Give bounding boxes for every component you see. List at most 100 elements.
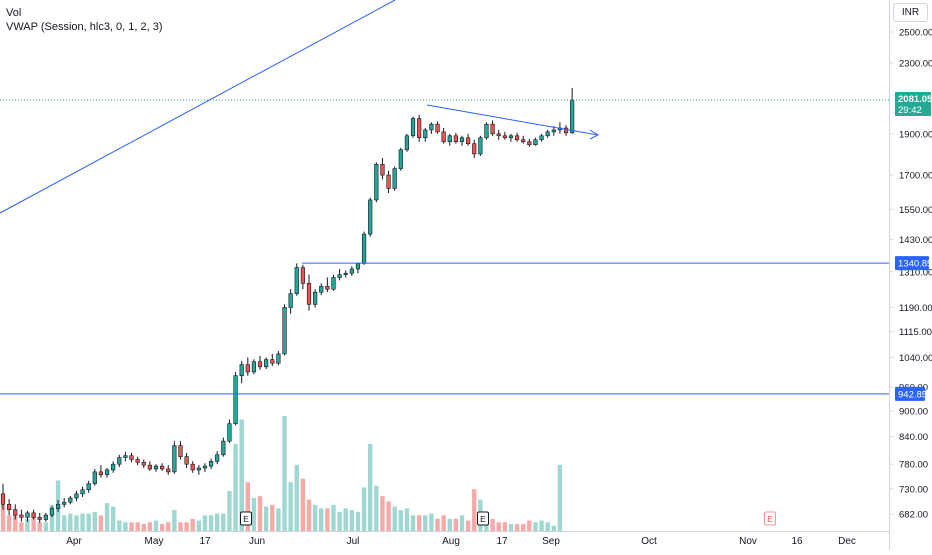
price-tick-label[interactable]: 1700.00 [899,171,932,182]
level-tag-1[interactable] [895,256,929,271]
candle-body [380,164,385,176]
earnings-marker-label: E [243,514,249,524]
time-axis-label[interactable]: Dec [838,536,856,547]
descending-trend-line[interactable] [426,104,599,136]
volume-bar [208,515,214,531]
volume-bar [410,515,416,531]
time-axis-label[interactable]: Jun [249,536,265,547]
trend-arrow-icon [589,129,600,140]
candle-body [453,135,458,143]
time-axis-label[interactable]: May [145,536,164,547]
time-axis-label[interactable]: Oct [641,536,657,547]
level-tag-2[interactable] [895,386,925,401]
earnings-marker-icon[interactable] [477,511,489,526]
volume-bar [349,510,355,531]
volume-bar [166,522,171,531]
candle-body [178,445,183,457]
price-tick-label[interactable]: 780.00 [899,460,928,471]
candle-body [31,512,36,518]
price-tick-label[interactable]: 2500.00 [899,28,932,39]
candle-body [423,129,428,139]
vwap-legend-label[interactable]: VWAP (Session, hlc3, 0, 1, 2, 3) [6,21,163,33]
level-tag-1-label: 1340.85 [898,259,932,270]
volume-bar [80,513,85,531]
volume-bar [92,511,97,531]
volume-bar [392,506,397,531]
candle-body [447,135,452,143]
time-axis-label[interactable]: Apr [66,536,82,547]
volume-bar [276,508,281,531]
time-axis-label[interactable]: Jul [347,536,360,547]
candle-body [361,233,367,264]
last-price-tag[interactable] [895,92,931,117]
candle-body [374,164,379,201]
time-axis-label[interactable]: Aug [442,536,460,547]
time-axis-label[interactable]: Nov [739,536,757,547]
rising-trend-line[interactable] [0,0,396,214]
candle-body [196,467,201,471]
chart-legend: Vol VWAP (Session, hlc3, 0, 1, 2, 3) [6,6,163,34]
candle-body [160,465,165,470]
price-tick-label[interactable]: 1900.00 [899,129,932,140]
volume-bar [123,522,128,531]
candle-body [502,135,507,139]
candle-body [19,514,24,518]
volume-bar [447,518,452,531]
candle-body [490,123,495,135]
volume-bar [386,501,391,531]
earnings-marker-icon[interactable] [764,511,776,526]
volume-layer [0,416,563,531]
candle-body [104,469,110,476]
volume-bar [31,515,36,531]
earnings-marker-icon[interactable] [240,511,252,526]
volume-bar [282,416,287,531]
price-tick-label[interactable]: 1040.00 [899,353,932,364]
price-tick-label[interactable]: 1310.00 [899,267,932,278]
price-tick-label[interactable]: 1430.00 [899,235,932,246]
volume-bar [190,518,195,531]
candle-body [49,508,55,516]
volume-bar [423,515,428,531]
drawings-layer[interactable] [0,0,889,395]
time-axis-label[interactable]: Sep [542,536,560,547]
volume-bar [62,515,67,531]
candle-body [135,459,140,463]
price-tick-label[interactable]: 1190.00 [899,303,932,314]
volume-bar [404,508,410,531]
candle-body [410,118,416,137]
price-tick-label[interactable]: 2300.00 [899,58,932,69]
price-tick-label[interactable]: 1115.00 [899,327,932,338]
volume-bar [355,511,361,531]
price-tick-label[interactable]: 682.00 [899,510,928,521]
volume-bar [98,515,104,531]
time-axis-label[interactable]: 17 [199,536,211,547]
volume-bar [196,520,202,531]
price-tick-label[interactable]: 730.00 [899,484,928,495]
candle-body [551,129,556,133]
volume-bar [527,520,532,531]
volume-legend-label[interactable]: Vol [6,7,22,19]
volume-bar [545,522,550,531]
candle-body [245,364,250,373]
time-axis-label[interactable]: 16 [791,536,803,547]
candle-body [233,375,238,424]
volume-bar [539,520,544,531]
price-tick-label[interactable]: 1550.00 [899,205,932,216]
volume-bar [319,508,324,531]
candle-body [43,514,48,520]
time-axis-label[interactable]: 17 [496,536,508,547]
volume-bar [159,524,165,531]
price-tick-label[interactable]: 900.00 [899,407,928,418]
currency-button[interactable]: INR [893,3,928,22]
candle-body [264,359,269,368]
candle-body [227,423,232,442]
price-tick-label[interactable]: 840.00 [899,432,928,443]
volume-bar [184,522,189,531]
volume-bar [49,504,55,531]
volume-bar [416,515,422,531]
volume-bar [37,522,42,531]
